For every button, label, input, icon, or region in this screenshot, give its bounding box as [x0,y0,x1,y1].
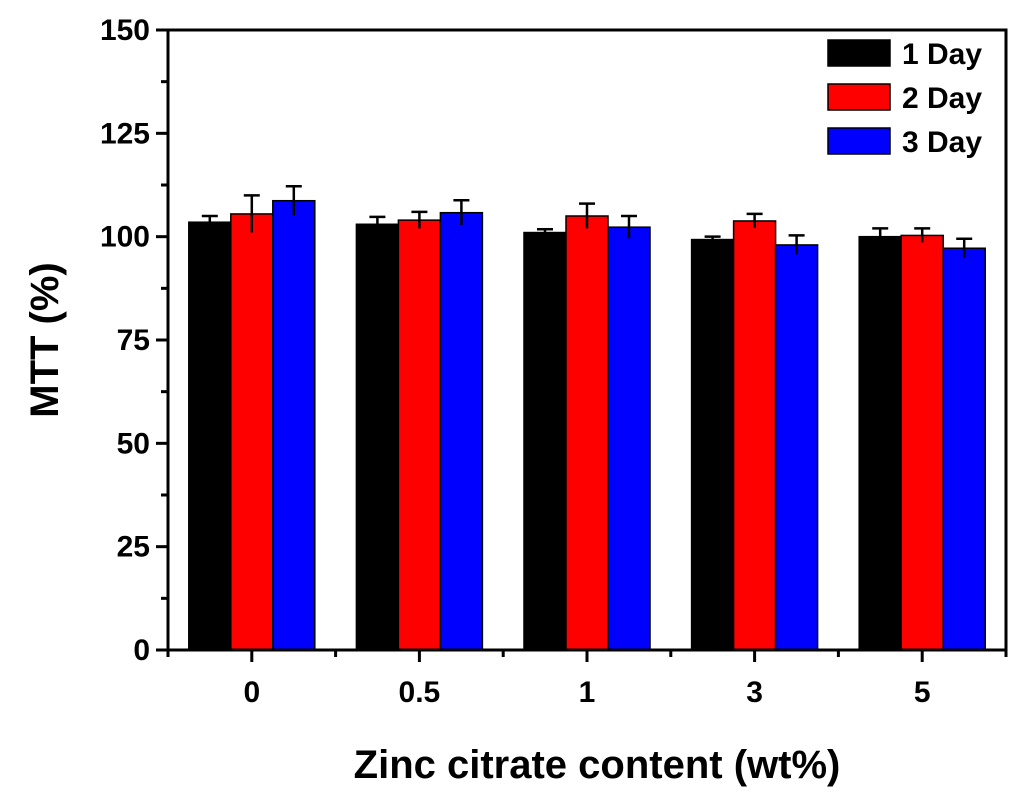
bar [397,219,442,651]
bar [690,238,735,651]
bar [942,247,986,651]
legend: 1 Day 2 Day 3 Day [827,38,982,159]
bar [900,234,944,651]
bar [230,213,274,651]
x-tick-label: 0.5 [399,676,441,709]
x-tick-label: 0 [243,676,260,709]
y-tick-label: 25 [117,531,150,564]
y-tick-label: 150 [100,14,150,47]
legend-swatch [827,39,891,67]
x-axis: 0 0.5 1 3 5 [166,650,1008,709]
x-tick-label: 3 [746,676,763,709]
legend-swatch [827,127,891,155]
y-axis: 0 25 50 75 100 125 150 [100,14,168,667]
y-axis-title: MTT (%) [23,262,67,418]
y-tick-label: 0 [133,634,150,667]
x-tick-label: 5 [914,676,931,709]
error-bars-layer [201,184,973,258]
bar [355,223,400,651]
bar [523,231,567,651]
bar [272,199,316,651]
bar [732,220,777,651]
bars-layer [188,199,986,651]
y-tick-label: 50 [117,427,150,460]
bar [774,244,819,651]
bar [607,226,651,651]
x-tick-label: 1 [579,676,596,709]
legend-label: 1 Day [902,38,982,71]
y-tick-label: 125 [100,117,150,150]
x-axis-title: Zinc citrate content (wt%) [354,743,841,787]
legend-label: 2 Day [902,82,982,115]
bar [565,215,609,651]
bar [439,211,484,651]
legend-label: 3 Day [902,126,982,159]
y-tick-label: 100 [100,221,150,254]
bar [188,221,232,651]
legend-swatch [827,83,891,111]
y-tick-label: 75 [117,324,150,357]
bar [858,235,902,651]
